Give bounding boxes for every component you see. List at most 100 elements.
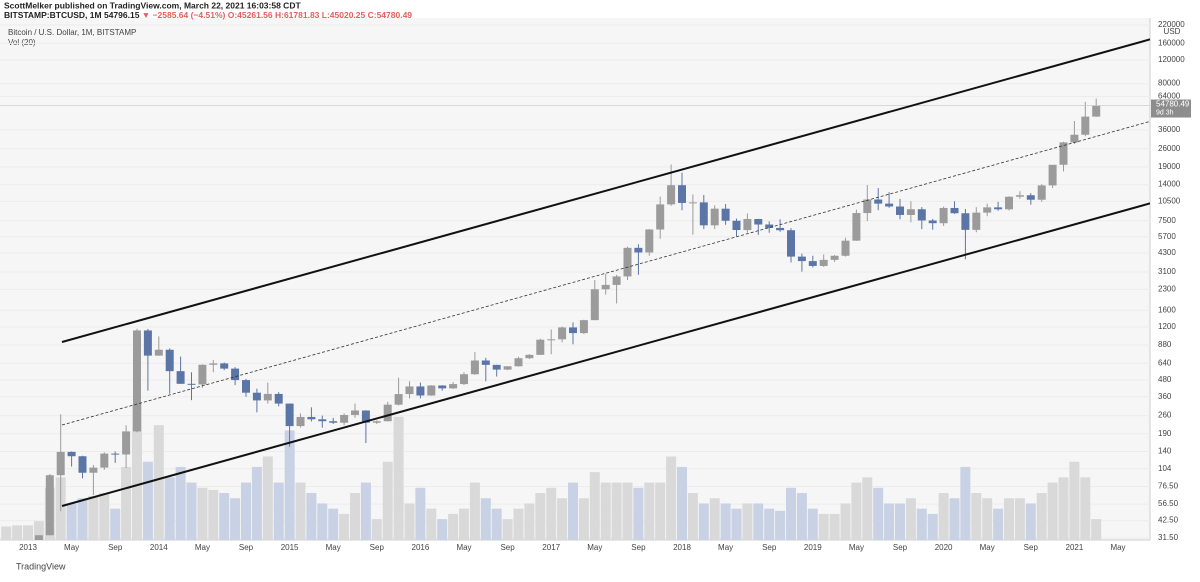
candle-body (416, 386, 425, 396)
candle-body (634, 247, 643, 253)
volume-bar (99, 493, 110, 540)
candle-body (885, 203, 894, 207)
volume-bar (960, 466, 971, 540)
candle-body (667, 185, 676, 205)
candle-body (503, 366, 512, 370)
candle-body (1015, 195, 1024, 197)
price-tag (1151, 99, 1191, 118)
volume-bar (1025, 503, 1036, 540)
volume-bar (502, 519, 513, 540)
x-tick-label: Sep (239, 543, 254, 552)
candle-body (710, 208, 719, 226)
candle-body (732, 220, 741, 231)
candle-body (340, 414, 349, 423)
candle-body (1070, 134, 1079, 143)
x-tick-label: May (456, 543, 471, 552)
volume-bar (1080, 477, 1091, 540)
plot (0, 24, 1150, 540)
volume-bar (993, 508, 1004, 540)
volume-bar (371, 519, 382, 540)
currency: USD (1164, 27, 1181, 36)
y-tick-label: 160000 (1158, 39, 1185, 48)
volume-bar (219, 493, 230, 540)
volume-bar (459, 508, 469, 540)
candle-body (776, 227, 785, 231)
volume-bar (415, 487, 426, 540)
candle-body (1081, 116, 1090, 135)
candle-body (699, 202, 708, 226)
x-tick-label: Sep (370, 543, 385, 552)
y-tick-label: 5700 (1158, 232, 1176, 241)
candle-body (307, 416, 316, 420)
y-tick-label: 36000 (1158, 125, 1181, 134)
candle-body (449, 384, 458, 389)
volume-bar (382, 461, 393, 540)
y-tick-label: 190 (1158, 429, 1172, 438)
volume-bar (513, 508, 524, 540)
volume-bar (33, 521, 44, 540)
candle-body (874, 199, 883, 204)
candle-body (394, 394, 403, 405)
x-tick-label: 2016 (412, 543, 430, 552)
volume-bar (873, 487, 884, 540)
brand: TradingView (16, 561, 66, 571)
x-tick-label: 2021 (1066, 543, 1084, 552)
y-tick-label: 42.50 (1158, 516, 1179, 525)
candle-body (514, 358, 523, 367)
candle-body (841, 240, 850, 256)
volume-bar (905, 498, 916, 540)
x-tick-label: May (849, 543, 864, 552)
y-tick-label: 80000 (1158, 79, 1181, 88)
volume-bar (535, 493, 546, 540)
volume-bar (622, 482, 633, 540)
x-tick-label: 2018 (673, 543, 691, 552)
candle-body (329, 421, 338, 423)
candle-body (612, 276, 621, 285)
volume-bar (142, 461, 153, 540)
volume-bar (66, 503, 77, 540)
y-tick-label: 104 (1158, 464, 1172, 473)
y-tick-label: 64000 (1158, 92, 1181, 101)
drawings (61, 38, 1150, 507)
volume-bar (164, 477, 175, 540)
plot-background (0, 18, 1150, 540)
y-tick-label: 360 (1158, 392, 1172, 401)
x-tick-label: 2017 (542, 543, 560, 552)
volume-bar (895, 503, 905, 540)
candle-body (165, 349, 174, 372)
volume-bar (251, 466, 262, 540)
volume-bar (317, 503, 328, 540)
volume-bar (1004, 498, 1014, 540)
x-tick-label: 2015 (281, 543, 299, 552)
candle-body (34, 535, 43, 540)
candle-body (983, 207, 992, 213)
volume-bar (775, 510, 786, 540)
candle-body (797, 256, 806, 262)
candle-body (361, 410, 370, 423)
candle-body (78, 456, 87, 473)
candle-body (558, 327, 567, 340)
volume-bar (306, 493, 317, 540)
candle-body (972, 212, 981, 230)
volume-bar (764, 508, 775, 540)
candle-body (220, 363, 229, 369)
y-tick-label: 10500 (1158, 196, 1181, 205)
volume-bar (546, 487, 557, 540)
candle-body (1005, 196, 1013, 210)
candle-body (896, 206, 904, 215)
y-tick-label: 4300 (1158, 248, 1176, 257)
y-tick-label: 2300 (1158, 284, 1176, 293)
candle-body (351, 410, 359, 415)
volume-bar (600, 482, 611, 540)
candle-body (928, 220, 937, 224)
lower-trend-line (61, 202, 1150, 507)
y-tick-label: 56.50 (1158, 499, 1179, 508)
volume-bar (1014, 498, 1025, 540)
x-tick-label: Sep (893, 543, 908, 552)
candle-body (460, 374, 468, 385)
volume-bar (862, 477, 873, 540)
candle-body (994, 207, 1003, 210)
candle-body (656, 204, 665, 230)
volume-bar (557, 498, 568, 540)
